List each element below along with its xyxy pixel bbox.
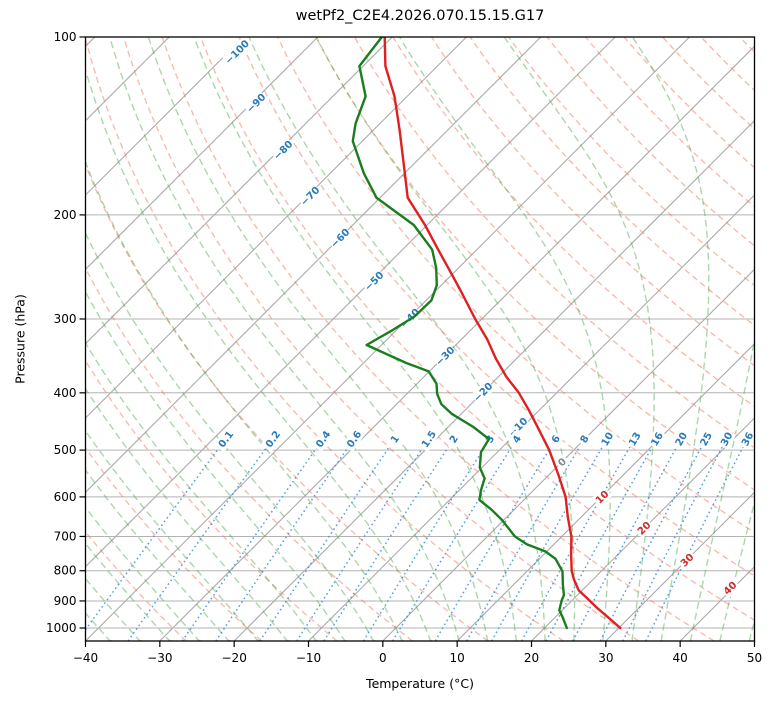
svg-text:−10: −10 [296,651,321,665]
svg-text:1000: 1000 [46,621,77,635]
svg-text:200: 200 [54,208,77,222]
svg-text:−90: −90 [245,92,269,116]
x-axis-label: Temperature (°C) [366,676,474,691]
svg-text:8: 8 [579,434,592,446]
y-axis-label: Pressure (hPa) [12,294,28,384]
svg-text:300: 300 [54,312,77,326]
svg-text:50: 50 [747,651,762,665]
svg-text:3: 3 [484,434,497,446]
svg-text:10: 10 [594,489,612,507]
svg-text:600: 600 [54,490,77,504]
svg-text:6: 6 [550,434,563,446]
svg-text:30: 30 [679,552,697,570]
svg-text:40: 40 [673,651,688,665]
svg-text:30: 30 [598,651,613,665]
svg-text:900: 900 [54,594,77,608]
svg-text:−80: −80 [272,139,296,163]
svg-text:2: 2 [448,434,461,446]
svg-text:0: 0 [379,651,387,665]
svg-text:700: 700 [54,529,77,543]
svg-text:10: 10 [450,651,465,665]
svg-text:−20: −20 [222,651,247,665]
svg-text:−40: −40 [73,651,98,665]
svg-text:20: 20 [636,520,654,538]
svg-text:40: 40 [722,580,740,598]
svg-text:−70: −70 [299,185,323,209]
svg-text:20: 20 [524,651,539,665]
svg-text:100: 100 [54,30,77,44]
svg-text:−60: −60 [329,227,353,251]
svg-text:4: 4 [511,434,524,446]
chart-title: wetPf2_C2E4.2026.070.15.15.G17 [295,8,545,24]
svg-text:400: 400 [54,386,77,400]
svg-text:500: 500 [54,443,77,457]
svg-text:0: 0 [556,456,569,469]
svg-text:−50: −50 [363,270,387,294]
svg-text:800: 800 [54,564,77,578]
svg-text:−30: −30 [147,651,172,665]
svg-text:1: 1 [389,434,402,446]
